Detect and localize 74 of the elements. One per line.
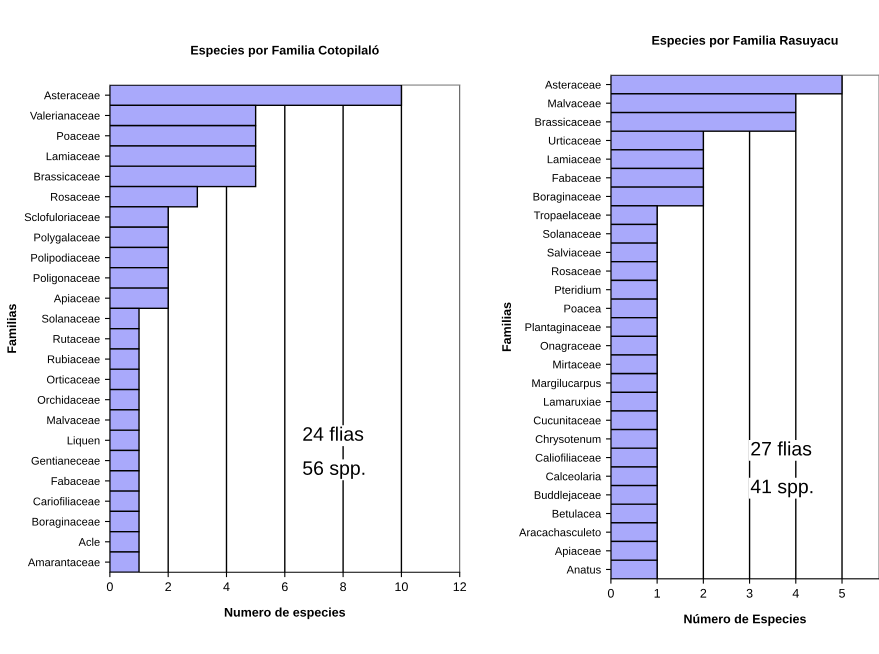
y-tick-label: Lamaruxiae [544,398,601,406]
y-tick-label: Amarantaceae [28,558,100,566]
x-tick-label: 4 [223,582,230,592]
y-tick-label: Onagraceae [540,342,601,352]
annotation: 41 spp. [750,480,812,498]
y-tick-label: Anatus [566,566,601,574]
y-tick-label: Calceolaria [546,472,602,480]
chart-title: Especies por Familia Cotopilaló [191,45,379,58]
y-axis-title: Familias [6,304,16,353]
annotation: 27 flias [751,441,812,456]
y-tick-label: Aracachasculeto [519,528,601,536]
x-axis-title: Número de Especies [684,614,806,626]
y-tick-label: Rosaceae [552,267,601,276]
x-tick-label: 0 [106,582,113,592]
y-tick-label: Malvaceae [548,99,601,108]
y-tick-label: Boraginaceae [32,517,100,528]
x-tick-label: 10 [395,582,408,592]
x-tick-label: 8 [340,582,346,592]
y-tick-label: Tropaelaceae [534,211,601,222]
y-tick-label: Pteridium [555,286,600,294]
y-tick-label: Asteraceae [545,80,601,89]
x-axis-title: Numero de especies [224,608,346,620]
y-tick-label: Chrysotenum [536,434,600,446]
y-tick-label: Urticaceae [548,136,601,145]
y-tick-label: Orchidaceae [38,396,100,404]
y-tick-label: Mirtaceae [553,360,601,368]
x-tick-label: 3 [746,588,752,598]
y-tick-label: Fabaceae [552,174,601,182]
x-tick-label: 5 [839,588,845,598]
y-tick-label: Apiaceae [54,294,100,305]
y-axis-title: Familias [502,302,512,352]
y-tick-label: Liquen [68,436,100,447]
annotation: 24 flias [303,426,364,441]
y-tick-label: Boraginaceae [534,192,601,203]
chart-title: Especies por Familia Rasuyacu [652,36,838,48]
y-tick-label: Caliofiliaceae [536,454,601,462]
y-tick-label: Cariofiliaceae [33,497,100,506]
y-tick-label: Salviaceae [547,248,601,257]
y-tick-label: Buddlejaceae [534,490,601,502]
y-tick-label: Rubiaceae [48,355,100,364]
y-tick-label: Sclofuloriaceae [24,212,100,222]
y-tick-label: Orticaceae [46,375,100,384]
x-tick-label: 1 [654,588,660,598]
x-tick-label: 4 [792,588,799,598]
y-tick-label: Poacea [564,304,602,312]
y-tick-label: Plantaginaceae [525,322,601,334]
y-tick-label: Brassicaceae [34,172,100,181]
y-tick-label: Asteraceae [44,92,100,100]
y-tick-label: Lamiaceae [46,152,100,160]
x-tick-label: 0 [608,588,614,598]
y-tick-label: Fabaceae [52,476,100,486]
y-tick-label: Cucunitaceae [534,416,601,424]
y-tick-label: Valerianaceae [30,111,100,120]
x-tick-label: 2 [165,582,172,592]
x-tick-label: 6 [282,582,288,592]
y-tick-label: Solanaceae [42,314,100,323]
y-tick-label: Margilucarpus [532,378,601,390]
annotation: 56 spp. [303,461,364,479]
y-tick-label: Solanaceae [543,230,601,238]
y-tick-label: Poligonaceae [34,274,100,284]
x-tick-label: 2 [700,588,706,598]
x-tick-label: 12 [454,582,466,592]
y-tick-label: Apiaceae [554,546,601,558]
y-tick-label: Rosaceae [51,193,100,201]
y-tick-label: Rutaceae [54,335,100,343]
y-tick-label: Malvaceae [47,416,100,424]
y-tick-label: Lamiaceae [548,155,601,164]
y-tick-label: Gentianeceae [32,456,100,465]
y-tick-label: Acle [78,538,100,546]
y-tick-label: Betulacea [552,509,602,518]
y-tick-label: Poaceae [57,132,100,140]
y-tick-label: Brassicaceae [535,118,601,126]
y-tick-label: Polygalaceae [34,233,100,244]
y-tick-label: Polipodiaceae [31,254,100,264]
